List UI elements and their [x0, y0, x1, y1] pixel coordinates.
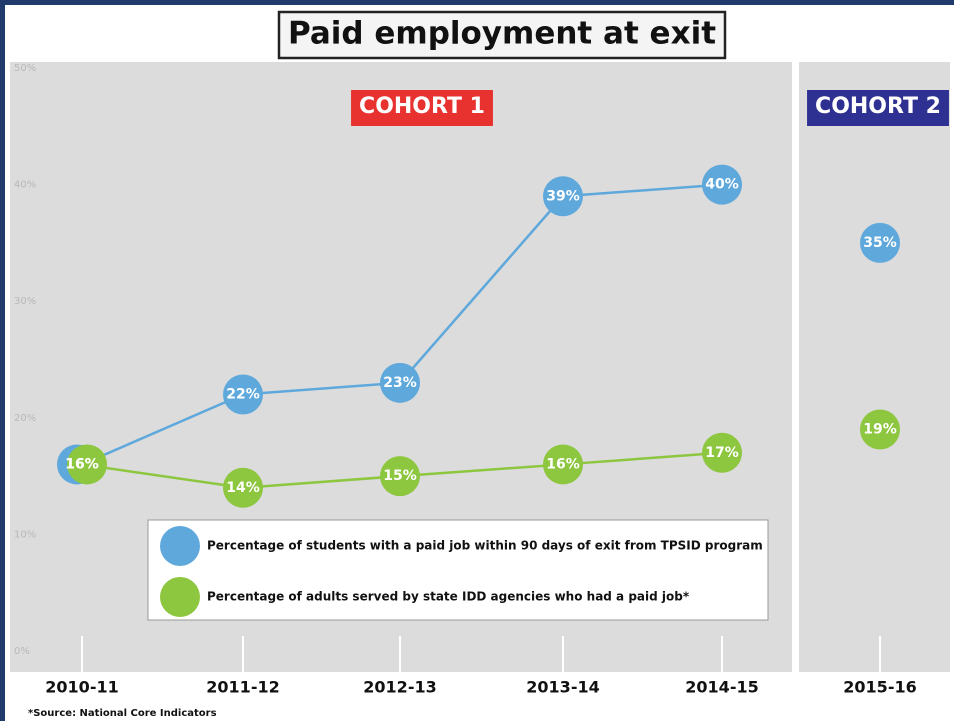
data-point [223, 467, 263, 508]
data-point [380, 456, 420, 497]
legend-swatch [160, 526, 200, 566]
data-label: 14% [226, 480, 260, 496]
data-label: 17% [705, 445, 739, 461]
x-tick-label: 2011-12 [206, 678, 279, 697]
cohort-label: COHORT 2 [815, 94, 941, 119]
legend-swatch [160, 577, 200, 617]
data-point [702, 432, 742, 473]
source-note: *Source: National Core Indicators [28, 708, 217, 719]
data-label: 39% [546, 188, 580, 204]
data-point [702, 164, 742, 205]
data-point [380, 362, 420, 403]
y-tick-label: 40% [14, 180, 36, 191]
data-label: 40% [705, 177, 739, 193]
y-tick-label: 20% [14, 413, 36, 424]
data-label: 23% [383, 375, 417, 391]
data-point [543, 176, 583, 217]
cohort-badge [351, 90, 493, 126]
data-label: 35% [863, 235, 897, 251]
x-tick-label: 2013-14 [526, 678, 599, 697]
data-point [223, 374, 263, 415]
chart-title: Paid employment at exit [288, 16, 716, 52]
y-tick-label: 10% [14, 529, 36, 540]
data-point [543, 444, 583, 485]
data-label: 16% [65, 456, 99, 472]
data-point [67, 444, 107, 485]
data-label: 22% [226, 386, 260, 402]
y-tick-label: 30% [14, 296, 36, 307]
x-tick-label: 2014-15 [685, 678, 758, 697]
data-label: 19% [863, 421, 897, 437]
data-point [860, 409, 900, 450]
left-border [0, 0, 5, 721]
legend-box [147, 519, 769, 621]
legend-label: Percentage of students with a paid job w… [207, 539, 763, 553]
data-point [860, 222, 900, 263]
y-tick-label: 50% [14, 63, 36, 74]
data-label: 15% [383, 468, 417, 484]
cohort-badge [807, 90, 949, 126]
x-tick-label: 2015-16 [843, 678, 916, 697]
x-tick-label: 2010-11 [45, 678, 118, 697]
top-border [0, 0, 954, 5]
y-tick-label: 0% [14, 646, 30, 657]
data-label: 16% [65, 456, 99, 472]
cohort-label: COHORT 1 [359, 94, 485, 119]
title-box [277, 10, 727, 60]
data-label: 16% [546, 456, 580, 472]
cohort-divider [792, 62, 799, 672]
x-tick-label: 2012-13 [363, 678, 436, 697]
legend-label: Percentage of adults served by state IDD… [207, 590, 690, 604]
